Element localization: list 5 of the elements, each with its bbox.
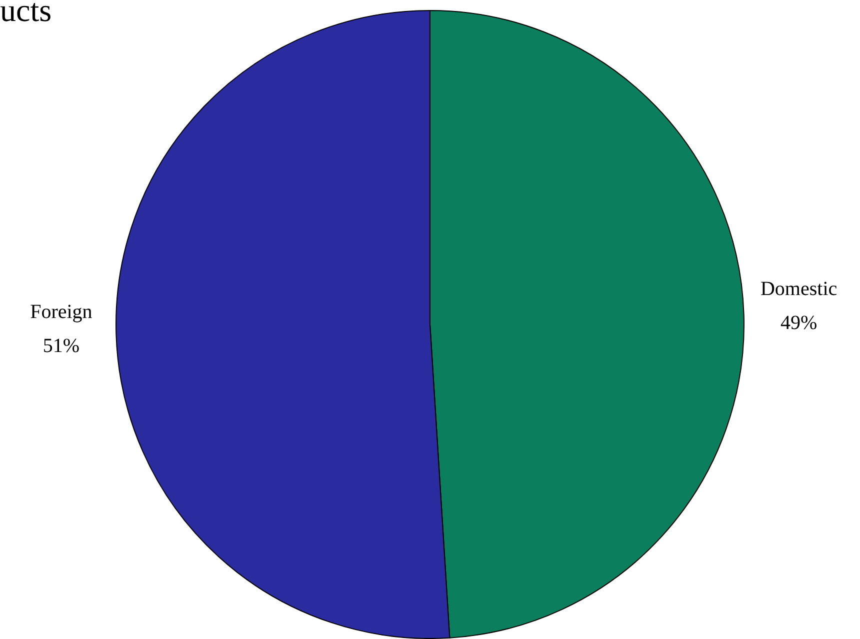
chart-title: ucts	[0, 0, 52, 30]
slice-label: Foreign	[30, 301, 92, 324]
slice-label: Domestic	[760, 278, 838, 300]
data-label: 49%	[780, 312, 818, 334]
data-label: 51%	[42, 335, 80, 358]
